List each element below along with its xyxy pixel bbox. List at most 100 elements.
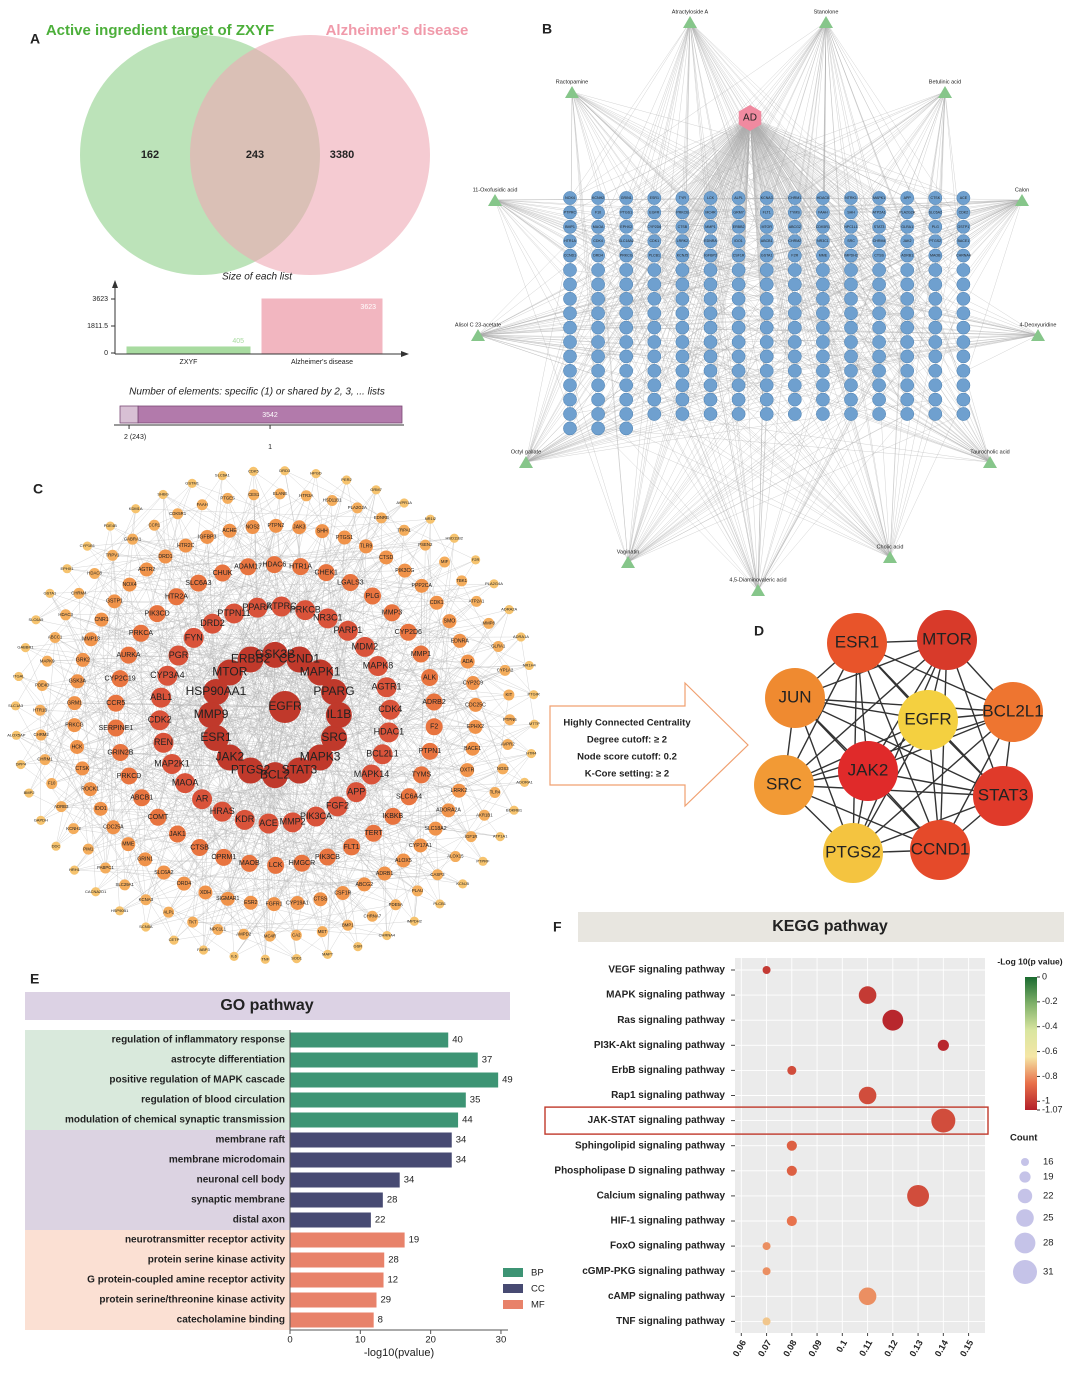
edge [627,313,711,563]
edge [738,255,991,463]
bar [290,1032,449,1048]
target-node [591,349,605,364]
header-band [578,912,1064,942]
protein-node [11,701,21,711]
protein-label: HTR2C [177,543,195,549]
edge [192,483,253,528]
protein-node [115,906,125,916]
compound-node [883,551,897,563]
protein-node [187,478,197,488]
target-node [928,248,943,263]
edge [296,816,317,936]
hub-gene-node [823,823,883,883]
compound-node [488,194,502,206]
target-node [900,363,915,378]
protein-node [280,466,290,476]
edge [569,91,946,227]
protein-label: BDKRB1 [506,807,523,812]
target-node [956,205,971,220]
edge [710,117,751,343]
protein-label: HSD11B2 [446,535,464,540]
protein-label: DRD4 [177,881,191,887]
edge [520,636,535,725]
edge [49,593,388,936]
protein-label: PRKCG [65,722,83,728]
edge [132,539,276,866]
target-label: BACE1 [958,239,970,243]
panel-label: F [553,919,562,935]
venn-circle [190,35,430,275]
protein-label: MAPK8 [363,660,394,670]
y-tick-label: Rap1 signaling pathway [611,1090,725,1101]
bar [290,1072,499,1088]
protein-label: MAPK1 [300,665,341,679]
edge [494,199,823,242]
edge [766,370,891,558]
target-node [844,219,858,234]
target-label: NOX4 [565,196,575,200]
edge [129,572,223,585]
protein-node [121,837,136,852]
protein-node [341,475,352,485]
target-label: CSF1R [733,254,745,258]
protein-label: AMPD2 [236,931,251,936]
colorbar-title: -Log 10(p value) [997,956,1062,966]
edge [569,21,691,299]
edge [598,370,891,558]
protein-node [265,556,283,574]
edge [115,703,297,936]
target-node [900,306,915,321]
x-tick-label: 2 (243) [124,434,146,441]
chart-title: Size of each list [222,272,293,283]
bubble [787,1065,797,1075]
x-tick-label: 0.11 [857,1338,874,1358]
protein-node [62,564,72,574]
edge [145,902,251,928]
edge [18,676,116,704]
edge [28,792,251,903]
edge [141,513,178,798]
protein-node [489,579,499,589]
edge [794,269,891,558]
target-node [759,291,774,306]
target-node [591,363,605,378]
edge [94,573,421,846]
target-node [928,234,943,249]
protein-label: PRKCB [290,605,321,615]
chart-title: KEGG pathway [772,918,888,935]
protein-label: MAPT [322,951,334,956]
protein-label: MTOR [212,665,247,679]
edge [627,356,908,563]
edge [15,705,46,760]
y-tick-label: distal axon [233,1215,285,1226]
protein-label: ELANE [273,491,287,496]
bar [126,346,251,354]
target-node [900,205,915,220]
edge [626,21,691,213]
compound-node [471,329,485,341]
target-node [619,421,634,436]
protein-node [51,841,61,851]
target-node [816,378,830,393]
protein-node [452,633,467,648]
target-node [675,234,690,249]
protein-label: CYP17A1 [409,843,432,849]
target-label: GRIN1 [621,196,632,200]
edges [783,639,1014,854]
target-node [787,205,802,220]
protein-label: ITGAL [13,674,25,679]
protein-label: COMT [148,814,169,821]
size-legend-circle [1019,1171,1031,1183]
protein-label: ABCC1 [48,635,63,640]
edge [273,636,522,905]
edge [571,91,767,213]
target-label: IDO1 [734,239,742,243]
target-node [844,306,858,321]
edge [61,561,445,807]
target-label: GLRA1 [901,225,913,229]
target-label: FLT1 [763,210,771,214]
target-node [591,277,605,292]
protein-node [471,555,481,565]
target-node [787,335,802,349]
protein-label: AGTR1 [372,682,402,692]
